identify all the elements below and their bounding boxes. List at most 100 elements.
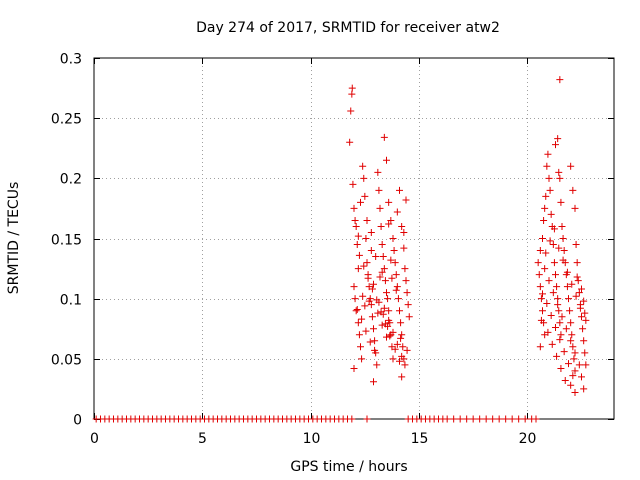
data-point-marker bbox=[365, 297, 373, 305]
data-point-marker bbox=[378, 268, 386, 276]
data-point-marker bbox=[396, 186, 403, 194]
data-point-marker bbox=[561, 376, 569, 384]
data-point-marker bbox=[368, 285, 376, 293]
data-point-marker bbox=[399, 343, 407, 351]
data-point-marker bbox=[350, 283, 358, 291]
data-point-marker bbox=[368, 313, 376, 321]
data-point-marker bbox=[392, 271, 400, 279]
data-point-marker bbox=[548, 340, 556, 348]
data-point-marker bbox=[403, 289, 411, 297]
data-point-marker bbox=[540, 216, 548, 224]
data-point-marker bbox=[565, 295, 572, 303]
y-tick-label: 0.1 bbox=[60, 293, 82, 309]
x-tick-label: 10 bbox=[303, 431, 321, 447]
data-point-marker bbox=[385, 198, 393, 206]
data-point-marker bbox=[567, 319, 575, 327]
data-point-marker bbox=[541, 204, 549, 212]
data-point-marker bbox=[357, 343, 364, 351]
data-point-marker bbox=[349, 180, 357, 188]
data-point-marker bbox=[569, 372, 577, 380]
data-point-marker bbox=[358, 355, 366, 363]
data-point-marker bbox=[402, 277, 410, 285]
data-point-marker bbox=[539, 290, 546, 298]
data-point-marker bbox=[545, 174, 553, 182]
data-point-marker bbox=[576, 304, 584, 312]
data-point-marker bbox=[571, 349, 579, 357]
data-point-marker bbox=[463, 415, 471, 423]
data-point-marker bbox=[383, 289, 390, 297]
data-point-marker bbox=[379, 253, 387, 261]
data-point-marker bbox=[397, 319, 405, 327]
data-point-marker bbox=[556, 319, 564, 327]
data-point-marker bbox=[348, 415, 356, 423]
data-point-marker bbox=[573, 273, 581, 281]
data-point-marker bbox=[404, 301, 412, 309]
data-point-marker bbox=[396, 357, 403, 365]
data-point-marker bbox=[364, 274, 372, 282]
data-point-marker bbox=[567, 337, 575, 345]
data-points bbox=[92, 76, 590, 423]
data-point-marker bbox=[571, 367, 579, 375]
data-point-marker bbox=[401, 265, 409, 273]
data-point-marker bbox=[386, 332, 394, 340]
data-point-marker bbox=[378, 241, 386, 249]
data-point-marker bbox=[558, 222, 566, 230]
data-point-marker bbox=[555, 168, 563, 176]
data-point-marker bbox=[557, 364, 565, 372]
data-point-marker bbox=[549, 289, 557, 297]
data-point-marker bbox=[546, 186, 554, 194]
data-point-marker bbox=[571, 389, 579, 397]
x-tick-label: 5 bbox=[198, 431, 207, 447]
data-point-marker bbox=[389, 355, 397, 363]
data-point-marker bbox=[556, 174, 564, 182]
data-point-marker bbox=[358, 315, 366, 323]
data-point-marker bbox=[400, 228, 408, 236]
data-point-marker bbox=[383, 333, 390, 341]
data-point-marker bbox=[367, 301, 375, 309]
data-point-marker bbox=[544, 150, 552, 158]
data-point-marker bbox=[384, 295, 392, 303]
y-tick-label: 0 bbox=[73, 413, 82, 429]
data-point-marker bbox=[489, 415, 497, 423]
x-axis-tick-labels: 0 5 10 15 20 bbox=[90, 431, 536, 447]
x-tick-label: 15 bbox=[411, 431, 429, 447]
data-point-marker bbox=[565, 360, 572, 368]
data-point-marker bbox=[363, 259, 371, 267]
data-point-marker bbox=[476, 415, 484, 423]
data-point-marker bbox=[346, 138, 354, 146]
data-point-marker bbox=[392, 286, 400, 294]
data-point-marker bbox=[574, 277, 582, 285]
data-point-marker bbox=[350, 364, 358, 372]
data-point-marker bbox=[398, 222, 406, 230]
data-point-marker bbox=[566, 307, 574, 315]
data-point-marker bbox=[391, 345, 399, 353]
data-point-marker bbox=[536, 247, 544, 255]
data-point-marker bbox=[552, 271, 559, 279]
data-point-marker bbox=[370, 378, 377, 386]
data-point-marker bbox=[582, 316, 590, 324]
data-point-marker bbox=[350, 204, 358, 212]
data-point-marker bbox=[570, 355, 578, 363]
data-point-marker bbox=[450, 415, 458, 423]
data-point-marker bbox=[398, 331, 406, 339]
data-point-marker bbox=[397, 334, 405, 342]
data-point-marker bbox=[394, 295, 402, 303]
data-point-marker bbox=[581, 349, 589, 357]
data-point-marker bbox=[557, 198, 565, 206]
data-point-marker bbox=[456, 415, 464, 423]
data-point-marker bbox=[568, 331, 576, 339]
data-point-marker bbox=[581, 309, 589, 317]
data-point-marker bbox=[537, 295, 545, 303]
data-point-marker bbox=[578, 285, 585, 293]
data-point-marker bbox=[354, 265, 362, 273]
data-point-marker bbox=[573, 259, 581, 267]
data-point-marker bbox=[381, 320, 389, 328]
data-point-marker bbox=[391, 259, 399, 267]
data-point-marker bbox=[542, 249, 550, 257]
data-point-marker bbox=[515, 415, 523, 423]
data-point-marker bbox=[405, 313, 413, 321]
data-point-marker bbox=[355, 251, 363, 259]
data-point-marker bbox=[362, 327, 370, 335]
y-tick-label: 0.3 bbox=[60, 52, 82, 68]
data-point-marker bbox=[377, 308, 385, 316]
